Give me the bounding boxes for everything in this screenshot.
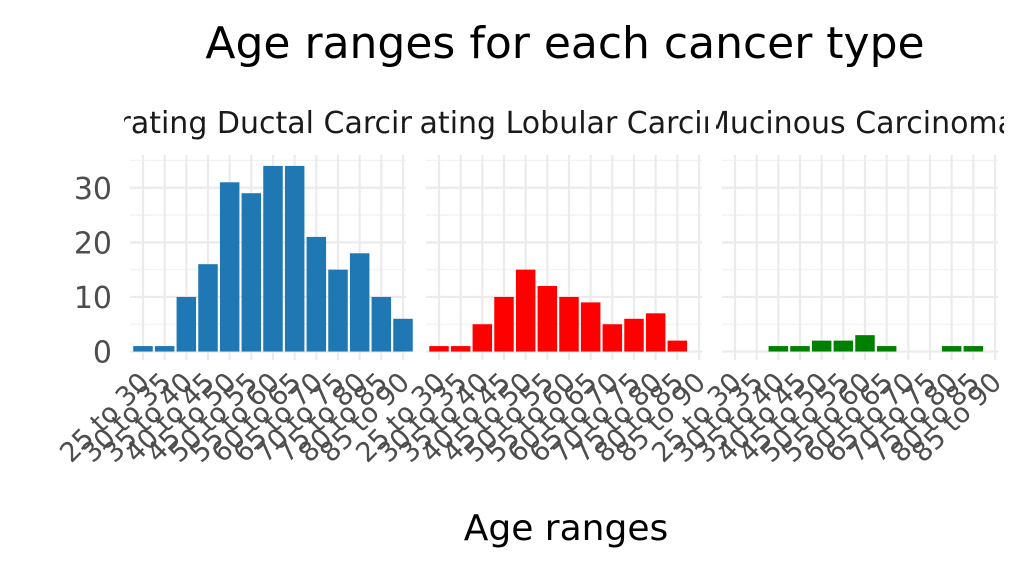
- bar: [494, 296, 514, 352]
- bar: [963, 346, 984, 352]
- bar: [855, 335, 875, 352]
- bar: [645, 313, 666, 352]
- bar: [580, 302, 601, 352]
- y-tick-label: 10: [74, 281, 112, 316]
- bar: [284, 165, 305, 352]
- facet-strip-label: Mucinous Carcinoma: [704, 106, 1016, 141]
- bar: [624, 318, 644, 352]
- bar: [515, 269, 536, 352]
- bar: [176, 296, 197, 352]
- bar: [154, 346, 175, 352]
- bar: [811, 340, 832, 352]
- bar: [328, 269, 348, 352]
- bar: [602, 324, 623, 352]
- bar: [263, 165, 283, 352]
- bar: [241, 193, 262, 352]
- bar: [768, 346, 789, 352]
- bar: [429, 346, 449, 352]
- bar: [537, 286, 558, 352]
- bar: [450, 346, 471, 352]
- bar: [371, 296, 392, 352]
- bar: [349, 253, 370, 352]
- bar: [393, 318, 413, 352]
- y-tick-label: 0: [93, 336, 112, 371]
- facet-strip-label: Infiltrating Ductal Carcinoma: [52, 106, 485, 141]
- bar: [941, 346, 962, 352]
- bar: [472, 324, 493, 352]
- bar: [219, 182, 240, 352]
- grid: [722, 155, 998, 360]
- x-axis-title: Age ranges: [464, 508, 669, 549]
- bar: [833, 340, 854, 352]
- y-tick-label: 30: [74, 172, 112, 207]
- y-tick-label: 20: [74, 226, 112, 261]
- chart-title: Age ranges for each cancer type: [205, 18, 924, 69]
- bar: [133, 346, 153, 352]
- bar: [198, 264, 218, 352]
- facet-strip-label: Infiltrating Lobular Carcinoma: [340, 106, 787, 141]
- bar: [667, 340, 688, 352]
- bar: [306, 236, 327, 352]
- bar: [559, 296, 579, 352]
- bar: [790, 346, 810, 352]
- bar: [876, 346, 897, 352]
- y-axis: 0 10 20 30: [74, 172, 112, 371]
